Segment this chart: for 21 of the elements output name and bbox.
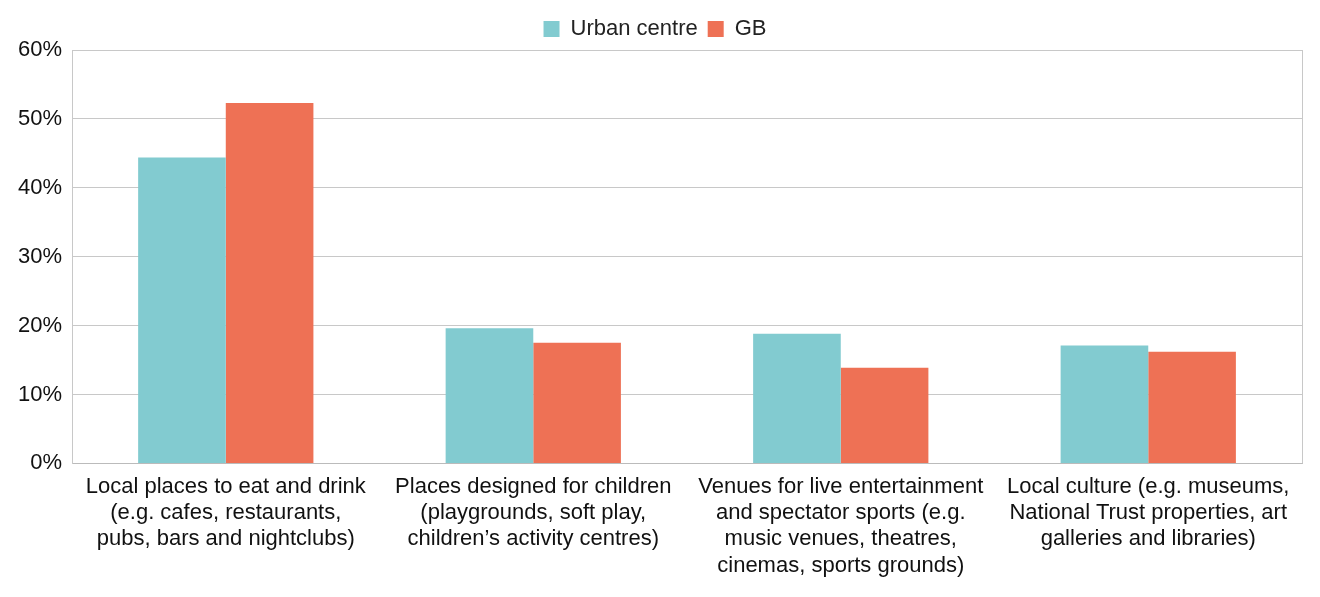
bar — [138, 157, 226, 463]
y-tick-label: 10% — [17, 380, 63, 406]
x-tick-label: Local places to eat and drink (e.g. cafes, restaurants, pubs, bars and nightclubs) — [85, 472, 367, 551]
bar — [753, 333, 841, 463]
x-tick-label: Venues for live entertainment and spectator sports (e.g. music venues, theatres, cinemas, sports grounds) — [698, 472, 984, 577]
legend-label: Urban centre — [570, 15, 698, 41]
legend-label: GB — [734, 15, 767, 41]
y-tick-label: 40% — [17, 173, 63, 199]
bar — [445, 328, 534, 463]
y-tick-label: 20% — [17, 311, 63, 337]
x-tick-label: Places designed for children (playgrounds, soft play, children’s activity centres) — [395, 472, 672, 551]
bar — [1060, 345, 1149, 463]
y-tick-label: 50% — [17, 104, 63, 130]
bar — [840, 367, 929, 463]
y-tick-label: 0% — [30, 449, 63, 475]
bar — [225, 103, 314, 463]
y-tick-label: 30% — [17, 242, 63, 268]
y-tick-label: 60% — [17, 36, 63, 62]
x-tick-label: Local culture (e.g. museums, National Trust properties, art galleries and libraries) — [1007, 472, 1290, 551]
bar — [1148, 351, 1236, 463]
bar — [533, 342, 621, 463]
